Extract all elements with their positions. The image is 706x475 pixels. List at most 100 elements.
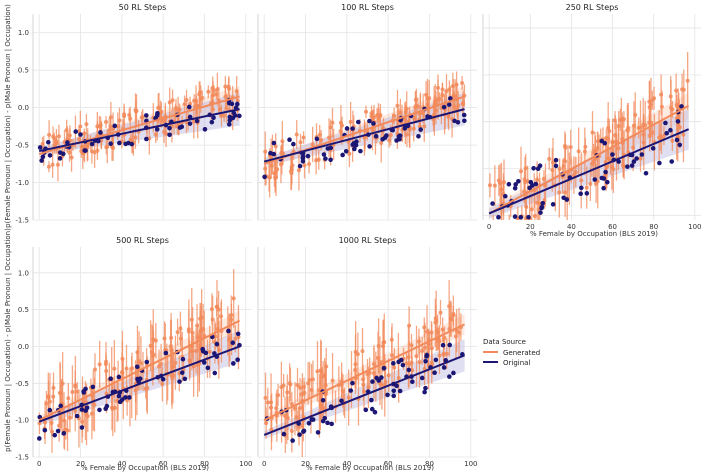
original-point [397,388,403,394]
original-point [262,174,267,180]
original-point [526,214,531,220]
original-point [424,354,429,359]
generated-point [206,89,211,94]
generated-point [223,94,228,99]
original-point [231,361,236,366]
generated-point [641,132,646,137]
original-point [227,118,233,123]
y-tick-label: -1.5 [15,217,29,225]
original-point [440,342,446,348]
generated-point [156,105,161,110]
original-point [329,421,334,427]
y-tick-label: 0.0 [18,343,29,351]
generated-point [310,142,315,147]
generated-point [269,400,274,405]
generated-point [557,166,562,171]
generated-point [416,339,421,344]
generated-point [295,382,300,387]
generated-point [69,155,74,160]
generated-point [557,190,562,195]
original-point [320,398,326,403]
generated-point [347,151,352,156]
generated-point [207,349,212,354]
original-point [610,152,615,157]
original-point [512,214,518,219]
generated-point [176,107,181,112]
generated-point [192,98,197,103]
legend-label-original: Original [503,359,530,367]
original-point [550,202,556,207]
generated-point [379,382,384,387]
generated-point [409,343,414,348]
generated-point [306,381,311,386]
original-point [512,185,518,191]
original-point [419,375,425,381]
generated-point [194,348,199,353]
generated-point [618,117,623,122]
generated-point [610,139,615,144]
panel-5: 1000 RL Steps 0 20 40 60 80 100 [257,236,477,468]
generated-point [51,385,56,390]
generated-point [449,317,454,322]
generated-point [289,429,294,434]
original-point [235,101,240,107]
original-point [418,127,423,132]
x-tick-label: 60 [159,460,168,468]
original-point [379,375,384,380]
original-point [230,340,236,346]
x-tick-label: 0 [487,223,491,231]
original-point [380,136,385,142]
plot-area [37,269,242,453]
generated-point [441,351,446,356]
original-point [513,182,518,187]
original-point [42,427,48,433]
y-tick-label: 1.0 [18,29,29,37]
generated-point [444,351,449,356]
generated-point [492,183,497,188]
original-point [154,127,160,132]
original-fit-line [38,345,240,423]
generated-point [66,396,71,401]
y-tick-label: 0.5 [18,306,29,314]
generated-point [437,339,442,344]
generated-point [133,135,138,140]
generated-point [178,326,183,331]
generated-point [229,313,234,318]
original-point [394,138,399,143]
generated-point [151,337,156,342]
generated-point [563,159,568,164]
generated-point [429,330,434,335]
original-point [40,154,46,160]
original-point [531,165,536,171]
original-point [202,127,208,132]
generated-point [446,114,451,119]
y-axis-label-top: p(Female Pronoun | Occupation) - p(Male … [4,4,12,228]
generated-point [111,127,116,132]
generated-point [550,167,555,172]
generated-point [301,384,306,389]
original-point [518,214,524,220]
original-point [384,133,389,138]
original-point [398,357,404,363]
generated-point [285,416,290,421]
original-point [187,121,193,126]
original-point [52,432,58,438]
original-point [81,390,87,395]
generated-point [191,119,196,124]
generated-point [56,134,61,139]
original-point [373,133,379,139]
original-point [226,122,232,127]
original-point [528,179,534,185]
generated-point [519,169,524,174]
generated-point [214,92,219,97]
generated-point [563,190,568,195]
original-point [538,210,543,215]
x-tick-label: 20 [526,223,535,231]
original-point [167,132,172,138]
original-point [592,177,598,182]
generated-point [273,170,278,175]
original-point [177,379,182,384]
generated-point [92,402,97,407]
generated-point [573,170,578,175]
